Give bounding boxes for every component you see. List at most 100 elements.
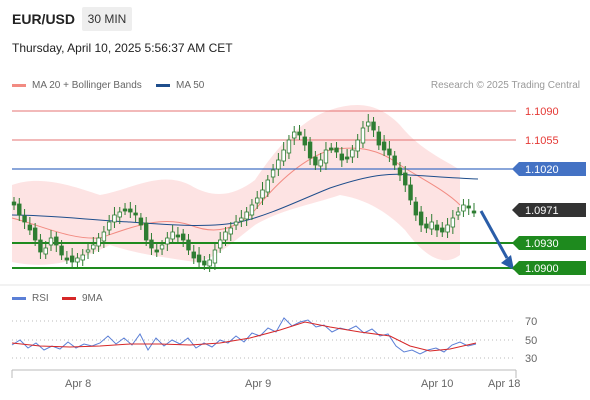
candle-body bbox=[175, 234, 181, 238]
legend-9ma: 9MA bbox=[62, 293, 103, 304]
candle-body bbox=[350, 149, 355, 158]
candle-body bbox=[403, 172, 408, 186]
ma20-label: MA 20 + Bollinger Bands bbox=[32, 80, 142, 91]
candle-body bbox=[218, 239, 223, 249]
candle-body bbox=[360, 127, 366, 144]
candle-body bbox=[339, 153, 345, 161]
9ma-swatch bbox=[62, 296, 76, 300]
candle-body bbox=[165, 237, 170, 245]
candle-body bbox=[440, 227, 445, 233]
candle-body bbox=[286, 139, 292, 154]
candle-body bbox=[101, 231, 107, 242]
candle-body bbox=[149, 239, 154, 249]
candle-body bbox=[54, 236, 59, 246]
candle-body bbox=[307, 141, 313, 159]
ma50-label: MA 50 bbox=[176, 80, 205, 91]
candle-body bbox=[38, 239, 43, 253]
candlestick-series bbox=[11, 114, 477, 272]
candle-body bbox=[32, 227, 38, 241]
candle-body bbox=[117, 211, 122, 218]
legend-ma50: MA 50 bbox=[156, 80, 204, 91]
candle-body bbox=[281, 149, 286, 162]
candle-body bbox=[397, 167, 403, 176]
candle-body bbox=[223, 231, 228, 241]
candle-body bbox=[17, 203, 22, 216]
candle-body bbox=[212, 249, 218, 264]
candle-body bbox=[249, 204, 255, 216]
level-label-last: 1.0971 bbox=[525, 205, 559, 217]
ma50-line bbox=[11, 173, 479, 226]
candle-body bbox=[112, 214, 117, 223]
candle-body bbox=[80, 254, 85, 261]
candle-body bbox=[43, 247, 48, 255]
rsi-axis-70: 70 bbox=[525, 316, 537, 328]
candle-body bbox=[196, 254, 202, 263]
interval-button[interactable]: 30 MIN bbox=[82, 7, 132, 31]
candle-body bbox=[445, 224, 450, 233]
forecast-arrow bbox=[479, 210, 514, 270]
candle-body bbox=[96, 237, 101, 247]
candle-body bbox=[313, 156, 318, 166]
rsi-line bbox=[11, 317, 477, 355]
level-label-s2: 1.0900 bbox=[525, 263, 559, 275]
candle-body bbox=[244, 211, 249, 220]
candle-body bbox=[228, 227, 233, 235]
candle-body bbox=[334, 147, 339, 153]
9ma-label: 9MA bbox=[82, 293, 103, 304]
candle-body bbox=[48, 237, 54, 246]
level-label-pivot: 1.1020 bbox=[525, 164, 559, 176]
level-tag-pivot: 1.1020 bbox=[512, 162, 586, 176]
candle-body bbox=[466, 205, 471, 209]
symbol-label: EUR/USD bbox=[12, 11, 76, 27]
candle-body bbox=[170, 231, 175, 240]
x-axis-label-apr9: Apr 9 bbox=[245, 378, 271, 390]
ma50-swatch bbox=[156, 83, 170, 87]
candle-body bbox=[434, 224, 440, 231]
candle-body bbox=[64, 257, 70, 261]
rsi-label: RSI bbox=[32, 293, 49, 304]
candle-body bbox=[323, 149, 329, 164]
candle-body bbox=[207, 259, 212, 267]
candle-body bbox=[292, 131, 297, 139]
candle-body bbox=[418, 211, 424, 226]
level-label-r2: 1.1090 bbox=[525, 106, 559, 118]
candle-body bbox=[27, 224, 33, 231]
candle-body bbox=[265, 179, 270, 193]
timestamp: Thursday, April 10, 2025 5:56:37 AM CET bbox=[12, 41, 233, 55]
candle-body bbox=[381, 141, 387, 151]
candle-body bbox=[143, 222, 149, 241]
candle-body bbox=[22, 215, 27, 223]
candle-body bbox=[429, 221, 434, 230]
candle-body bbox=[329, 147, 334, 151]
level-label-s1: 1.0930 bbox=[525, 238, 559, 250]
level-tag-s1: 1.0930 bbox=[512, 236, 586, 250]
candle-body bbox=[450, 217, 456, 228]
x-axis-label-apr18: Apr 18 bbox=[488, 378, 520, 390]
candle-body bbox=[471, 210, 477, 214]
candle-body bbox=[260, 189, 265, 199]
rsi-swatch bbox=[12, 296, 26, 300]
candle-body bbox=[186, 239, 191, 251]
candle-body bbox=[180, 233, 186, 241]
candle-body bbox=[276, 159, 281, 170]
candle-body bbox=[138, 217, 144, 226]
candle-body bbox=[408, 184, 413, 201]
level-tag-s2: 1.0900 bbox=[512, 261, 586, 275]
candle-body bbox=[255, 197, 260, 204]
candle-body bbox=[159, 244, 165, 250]
candle-body bbox=[202, 260, 207, 266]
candle-body bbox=[191, 251, 196, 259]
candle-body bbox=[424, 223, 429, 229]
candle-body bbox=[344, 156, 350, 160]
candle-body bbox=[461, 204, 466, 212]
candle-body bbox=[392, 155, 397, 166]
candle-body bbox=[75, 257, 80, 263]
candle-body bbox=[122, 208, 128, 212]
candle-body bbox=[371, 121, 376, 131]
ma20-line bbox=[11, 147, 461, 239]
candle-body bbox=[302, 136, 308, 146]
research-credit: Research © 2025 Trading Central bbox=[430, 80, 580, 91]
candle-body bbox=[297, 131, 302, 136]
candle-body bbox=[233, 221, 239, 226]
